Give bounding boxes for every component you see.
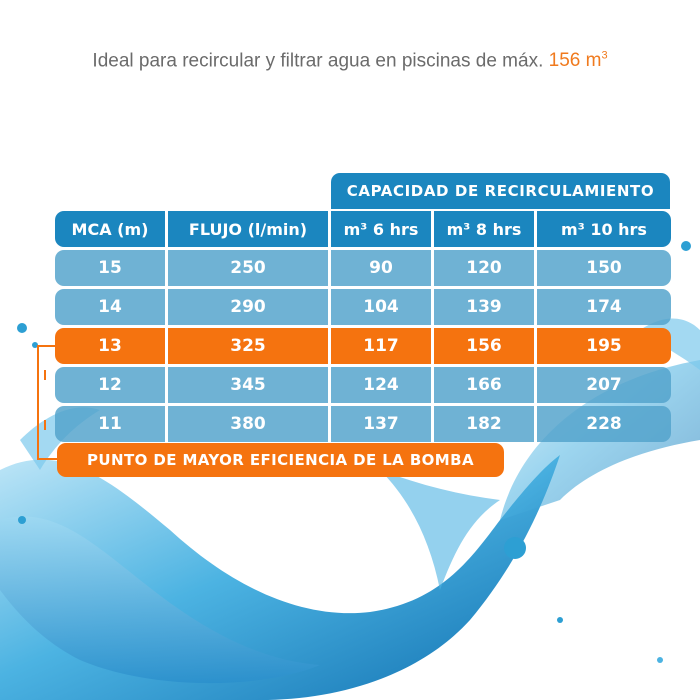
table-header-row: MCA (m) FLUJO (l/min) m³ 6 hrs m³ 8 hrs … [55,211,671,247]
headline-text: Ideal para recircular y filtrar agua en … [92,50,544,72]
column-header-10hrs: m³ 10 hrs [537,211,671,247]
cell-10hrs: 174 [537,289,671,325]
cell-10hrs: 228 [537,406,671,442]
cell-flujo: 325 [168,328,328,364]
cell-flujo: 380 [168,406,328,442]
cell-8hrs: 182 [434,406,534,442]
cell-flujo: 345 [168,367,328,403]
table-row: 12 345 124 166 207 [55,367,671,403]
cell-8hrs: 120 [434,250,534,286]
cell-mca: 12 [55,367,165,403]
column-header-flujo: FLUJO (l/min) [168,211,328,247]
column-header-6hrs: m³ 6 hrs [331,211,431,247]
cell-mca: 15 [55,250,165,286]
cell-flujo: 290 [168,289,328,325]
cell-8hrs: 156 [434,328,534,364]
cell-8hrs: 166 [434,367,534,403]
cell-6hrs: 90 [331,250,431,286]
cell-10hrs: 207 [537,367,671,403]
cell-6hrs: 117 [331,328,431,364]
cell-mca: 11 [55,406,165,442]
cell-mca: 13 [55,328,165,364]
cell-10hrs: 150 [537,250,671,286]
cell-8hrs: 139 [434,289,534,325]
table-row: 15 250 90 120 150 [55,250,671,286]
cell-6hrs: 124 [331,367,431,403]
cell-mca: 14 [55,289,165,325]
table-row: 11 380 137 182 228 [55,406,671,442]
cell-flujo: 250 [168,250,328,286]
capacity-group-header: CAPACIDAD DE RECIRCULAMIENTO [331,173,670,209]
table-row: 14 290 104 139 174 [55,289,671,325]
bracket-tick [44,420,52,430]
cell-6hrs: 104 [331,289,431,325]
bracket-tick [44,370,52,380]
column-header-8hrs: m³ 8 hrs [434,211,534,247]
table-row-highlighted: 13 325 117 156 195 [55,328,671,364]
cell-10hrs: 195 [537,328,671,364]
efficiency-bracket [37,345,57,460]
cell-6hrs: 137 [331,406,431,442]
efficiency-label: PUNTO DE MAYOR EFICIENCIA DE LA BOMBA [57,443,504,477]
column-header-mca: MCA (m) [55,211,165,247]
headline-volume: 156 m3 [548,50,608,72]
headline: Ideal para recircular y filtrar agua en … [0,50,700,72]
